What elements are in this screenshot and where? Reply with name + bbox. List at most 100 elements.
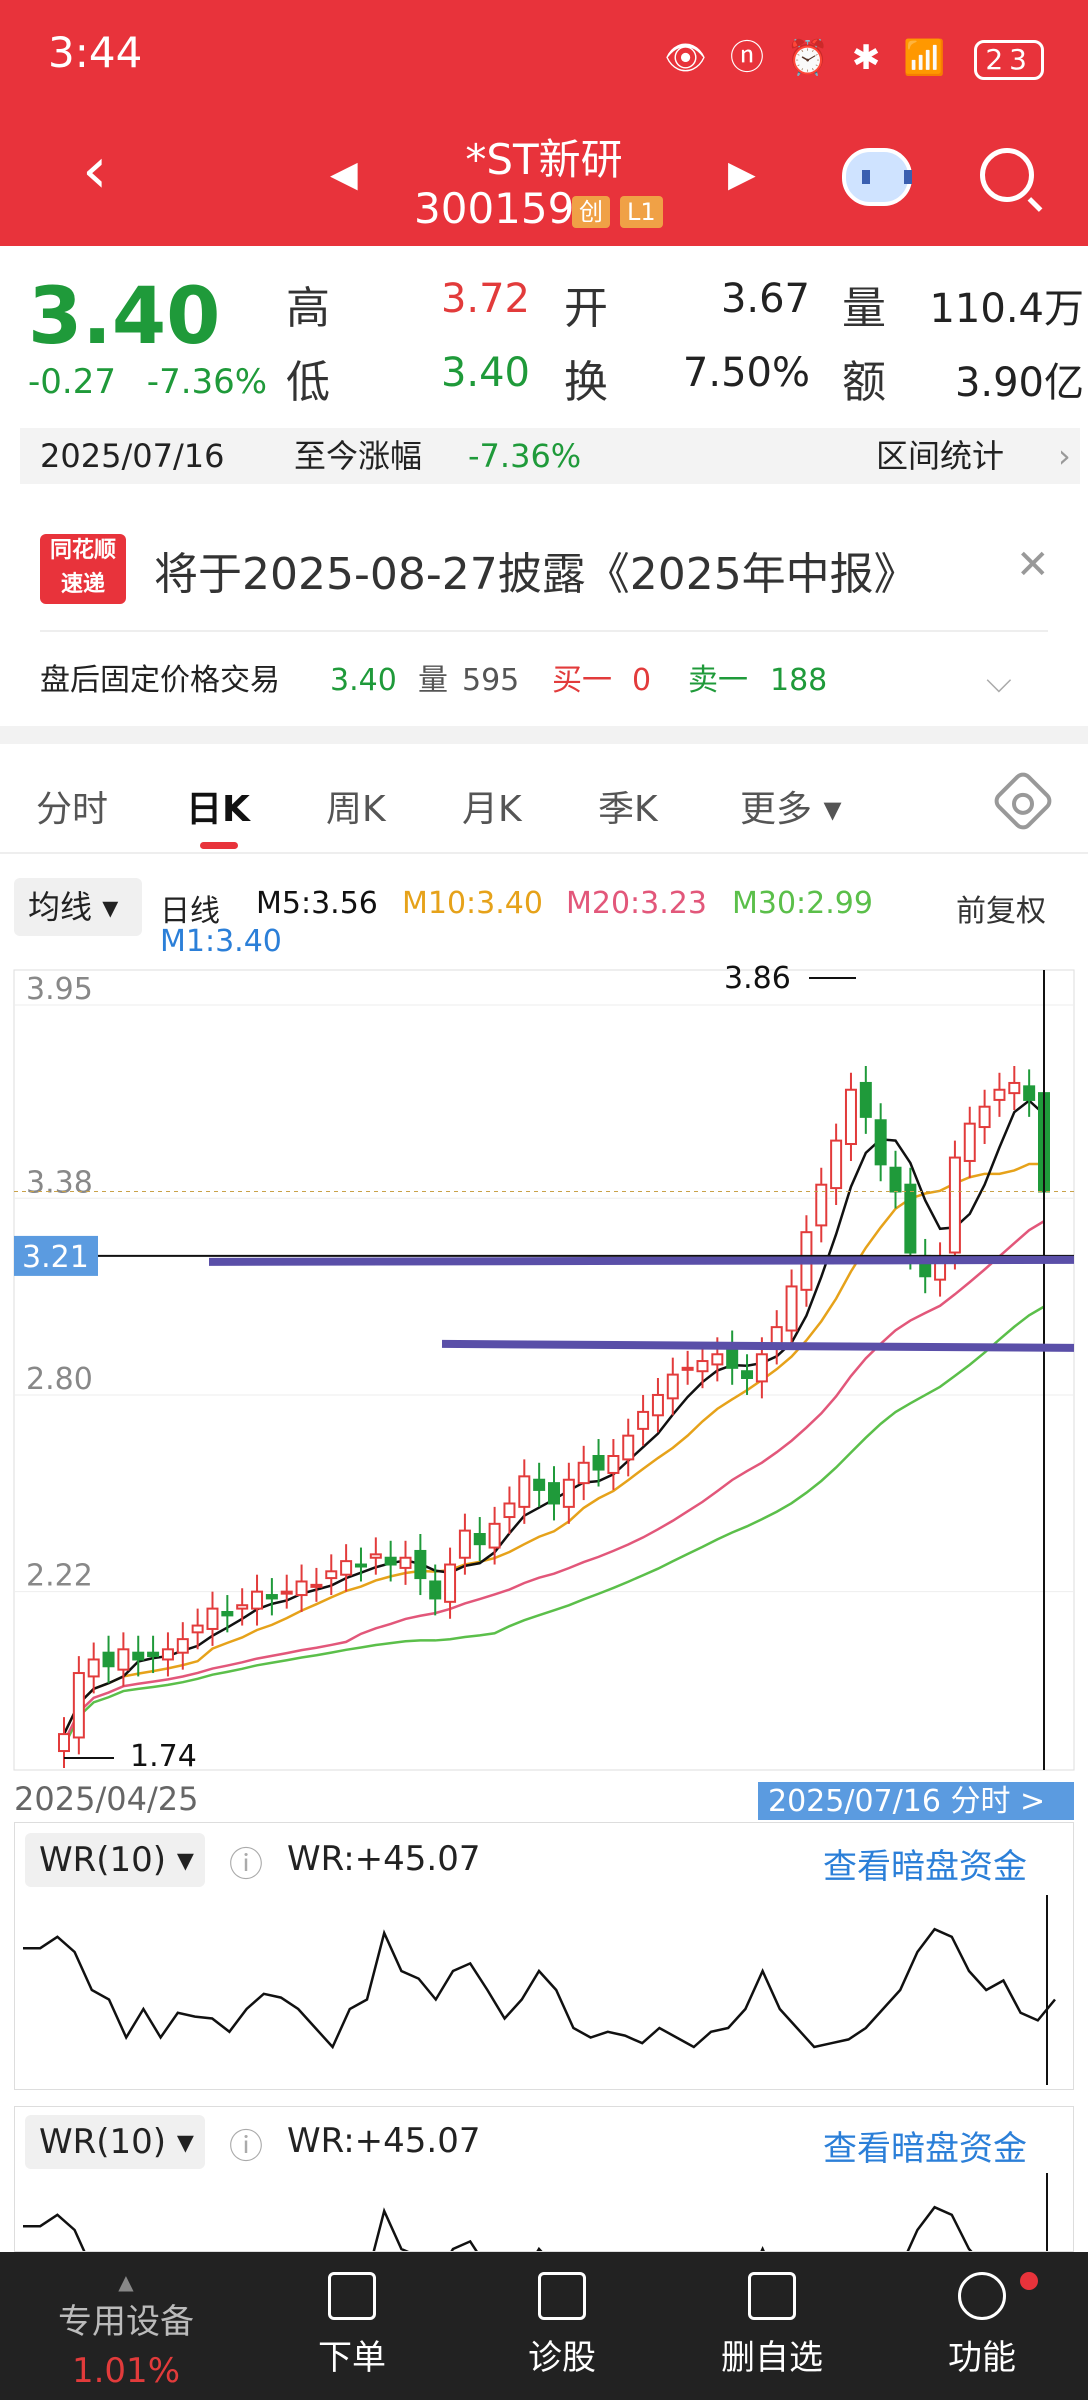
- status-bar: 3:44 👁 ⓝ ⏰ ✱ 📶 23: [0, 0, 1088, 112]
- tab-quarterly-k[interactable]: 季K: [598, 789, 658, 830]
- m1-value: M1:3.40: [160, 924, 282, 959]
- wr-value: WR:+45.07: [287, 1839, 481, 1879]
- candle: [785, 1285, 798, 1332]
- tab-weekly-k[interactable]: 周K: [326, 789, 386, 830]
- buy-one-label: 买一: [552, 663, 612, 698]
- y-axis-label: 2.80: [26, 1362, 93, 1397]
- wr-line: [23, 2205, 973, 2251]
- chart-frame: [13, 969, 1075, 1771]
- candle: [577, 1461, 590, 1485]
- notice-text: 将于2025-08-27披露《2025年中报》: [154, 549, 918, 600]
- order-icon: [328, 2272, 376, 2320]
- period-label: 日线: [160, 894, 220, 929]
- open-value: 3.67: [720, 276, 810, 322]
- wr-selector-2[interactable]: WR(10) ▾: [25, 2115, 205, 2169]
- candle: [696, 1360, 709, 1373]
- back-icon[interactable]: ‹: [82, 134, 108, 208]
- sell-one-value: 188: [770, 663, 828, 698]
- candle: [206, 1607, 219, 1630]
- candle: [993, 1088, 1006, 1101]
- notice-banner[interactable]: 同花顺 速递 将于2025-08-27披露《2025年中报》 ✕: [0, 500, 1088, 630]
- candle: [429, 1580, 442, 1600]
- candle: [161, 1648, 174, 1661]
- settings-icon[interactable]: [990, 768, 1056, 834]
- candle: [72, 1672, 85, 1739]
- candle: [518, 1475, 531, 1508]
- active-tab-underline: [200, 842, 238, 849]
- sector-info[interactable]: ▲ 专用设备 1.01%: [26, 2270, 226, 2391]
- turnover-value: 7.50%: [682, 350, 810, 396]
- dark-pool-link[interactable]: 查看暗盘资金: [823, 1847, 1027, 1887]
- candle: [58, 1733, 70, 1753]
- range-stats-link[interactable]: 区间统计: [876, 437, 1005, 475]
- section-separator: [0, 726, 1088, 744]
- wr-line-chart: [23, 1895, 1056, 2085]
- next-stock-icon[interactable]: ▶: [728, 154, 756, 195]
- candle: [607, 1455, 620, 1474]
- order-button[interactable]: 下单: [252, 2272, 452, 2379]
- candle: [904, 1183, 917, 1254]
- candle: [978, 1105, 991, 1129]
- range-label: 至今涨幅: [294, 437, 423, 475]
- after-hours-label: 盘后固定价格交易: [40, 663, 280, 698]
- tab-more[interactable]: 更多 ▾: [740, 789, 842, 830]
- volume-label: 量: [842, 283, 886, 334]
- buy-one-value: 0: [632, 663, 652, 698]
- candle: [325, 1570, 338, 1580]
- level-tag: L1: [620, 196, 663, 228]
- prev-stock-icon[interactable]: ◀: [330, 154, 358, 195]
- chevron-right-icon: ›: [1058, 437, 1071, 475]
- max-price-label: 3.86: [724, 961, 791, 996]
- after-hours-price: 3.40: [330, 663, 397, 698]
- help-icon[interactable]: ⓘ: [229, 1845, 263, 1885]
- candle: [191, 1624, 204, 1634]
- assistant-robot-icon[interactable]: [842, 148, 912, 206]
- dark-pool-link-2[interactable]: 查看暗盘资金: [823, 2129, 1027, 2169]
- divider: [40, 630, 1048, 632]
- after-hours-vol-label: 量: [418, 663, 448, 698]
- range-date: 2025/07/16: [40, 437, 225, 475]
- function-button[interactable]: 功能: [882, 2272, 1082, 2379]
- candle: [562, 1478, 575, 1508]
- candle: [830, 1139, 843, 1190]
- candle: [741, 1370, 754, 1379]
- start-date-label: 2025/04/25: [14, 1780, 198, 1818]
- candle: [844, 1088, 857, 1146]
- remove-watchlist-button[interactable]: 删自选: [672, 2272, 872, 2379]
- tab-intraday[interactable]: 分时: [36, 789, 109, 830]
- help-icon-2[interactable]: ⓘ: [229, 2127, 263, 2167]
- candle: [102, 1651, 115, 1668]
- current-price: 3.40: [28, 272, 221, 362]
- candle: [859, 1081, 872, 1118]
- close-icon[interactable]: ✕: [1016, 542, 1050, 588]
- diagnose-button[interactable]: 诊股: [462, 2272, 662, 2379]
- wr-selector[interactable]: WR(10) ▾: [25, 1833, 205, 1887]
- board-tag: 创: [572, 196, 610, 228]
- stock-name: *ST新研: [465, 135, 623, 184]
- candle: [637, 1410, 650, 1430]
- candle: [473, 1533, 486, 1546]
- status-icons: 👁 ⓝ ⏰ ✱ 📶 23: [664, 30, 1044, 80]
- ma-selector[interactable]: 均线 ▾: [14, 878, 142, 936]
- kline-chart[interactable]: 3.95 3.38 2.80 2.22 3.21 3.86 1.74 2025/04/25 20…: [13, 958, 1075, 1820]
- search-icon[interactable]: [980, 148, 1034, 202]
- candle: [147, 1651, 160, 1658]
- candle: [815, 1183, 828, 1227]
- kline-svg: 3.95 3.38 2.80 2.22 3.21 3.86 1.74 2025/04/25 20…: [13, 961, 1075, 1820]
- chevron-down-icon[interactable]: ⌵: [986, 661, 1012, 701]
- tab-daily-k[interactable]: 日K: [186, 789, 250, 830]
- m10-value: M10:3.40: [402, 886, 543, 921]
- candle: [1008, 1081, 1021, 1095]
- adjust-mode[interactable]: 前复权: [956, 894, 1046, 929]
- range-bar[interactable]: 2025/07/16 至今涨幅 -7.36% 区间统计 ›: [20, 428, 1080, 484]
- candle: [384, 1556, 397, 1566]
- candle: [592, 1455, 605, 1471]
- candle: [458, 1529, 471, 1559]
- tab-monthly-k[interactable]: 月K: [462, 789, 522, 830]
- after-hours-row[interactable]: 盘后固定价格交易 3.40 量 595 买一 0 卖一 188 ⌵: [0, 646, 1088, 716]
- candle: [369, 1553, 382, 1559]
- stock-code: 300159: [414, 184, 575, 233]
- high-value: 3.72: [440, 276, 530, 322]
- drawn-arrow-line: [208, 1255, 1075, 1266]
- open-label: 开: [564, 283, 608, 334]
